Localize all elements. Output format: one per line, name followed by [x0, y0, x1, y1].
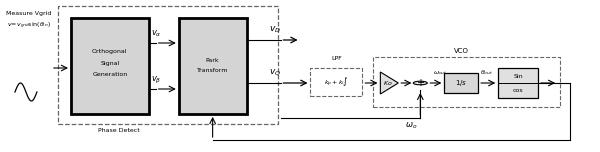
Text: $v_D$: $v_D$ [269, 25, 280, 35]
Text: Park: Park [206, 57, 220, 62]
Text: cos: cos [513, 88, 523, 93]
Text: LPF: LPF [331, 57, 342, 62]
Text: Orthogonal: Orthogonal [92, 50, 128, 55]
Text: $k_p + k_i\!\int$: $k_p + k_i\!\int$ [325, 76, 349, 88]
Bar [444, 73, 478, 93]
Text: Measure Vgrid: Measure Vgrid [6, 12, 52, 17]
Bar [58, 6, 278, 124]
Text: Generation: Generation [92, 71, 127, 76]
Text: Transform: Transform [197, 69, 229, 74]
Text: Signal: Signal [100, 60, 119, 66]
Text: Phase Detect: Phase Detect [98, 128, 140, 133]
Bar [71, 18, 149, 114]
Text: $\omega_o$: $\omega_o$ [406, 121, 418, 131]
Bar [310, 68, 362, 96]
Text: $v_\alpha$: $v_\alpha$ [151, 29, 161, 39]
Text: Sin: Sin [514, 74, 523, 78]
Polygon shape [380, 72, 398, 94]
Text: +: + [416, 78, 424, 88]
Text: $\theta_{out}$: $\theta_{out}$ [480, 69, 493, 78]
Circle shape [413, 81, 427, 85]
Text: $v_Q$: $v_Q$ [269, 68, 281, 78]
Text: $v\!=\!v_{grid}\!\sin(\theta_{in})$: $v\!=\!v_{grid}\!\sin(\theta_{in})$ [7, 21, 51, 31]
Bar [179, 18, 247, 114]
Bar [498, 68, 538, 98]
Bar [373, 57, 560, 107]
Text: VCO: VCO [454, 48, 469, 54]
Text: $\omega_{out}$: $\omega_{out}$ [433, 69, 448, 77]
Text: $v_\beta$: $v_\beta$ [151, 74, 161, 86]
Text: $1/s$: $1/s$ [455, 78, 467, 88]
Text: $Ko$: $Ko$ [383, 79, 392, 87]
